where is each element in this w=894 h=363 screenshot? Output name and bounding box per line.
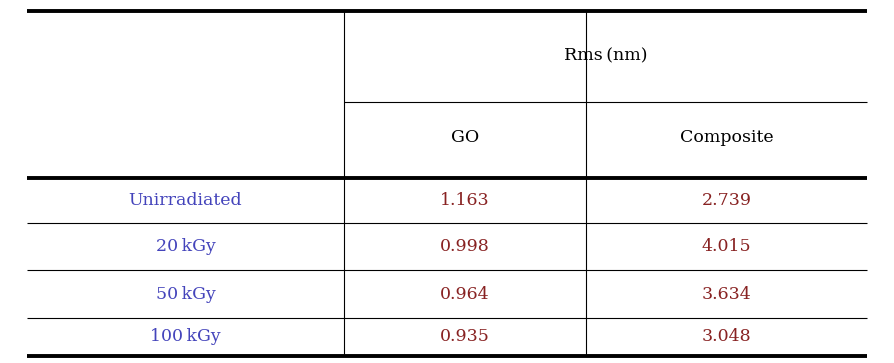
Text: 50 kGy: 50 kGy [156, 286, 215, 302]
Text: 1.163: 1.163 [440, 192, 490, 209]
Text: Composite: Composite [679, 130, 773, 146]
Text: GO: GO [451, 130, 479, 146]
Text: Unirradiated: Unirradiated [129, 192, 242, 209]
Text: 0.935: 0.935 [440, 328, 490, 345]
Text: 100 kGy: 100 kGy [150, 328, 221, 345]
Text: Rms (nm): Rms (nm) [564, 48, 647, 65]
Text: 4.015: 4.015 [702, 238, 751, 255]
Text: 3.048: 3.048 [702, 328, 751, 345]
Text: 0.964: 0.964 [440, 286, 490, 302]
Text: 0.998: 0.998 [440, 238, 490, 255]
Text: 3.634: 3.634 [702, 286, 751, 302]
Text: 20 kGy: 20 kGy [156, 238, 215, 255]
Text: 2.739: 2.739 [702, 192, 751, 209]
